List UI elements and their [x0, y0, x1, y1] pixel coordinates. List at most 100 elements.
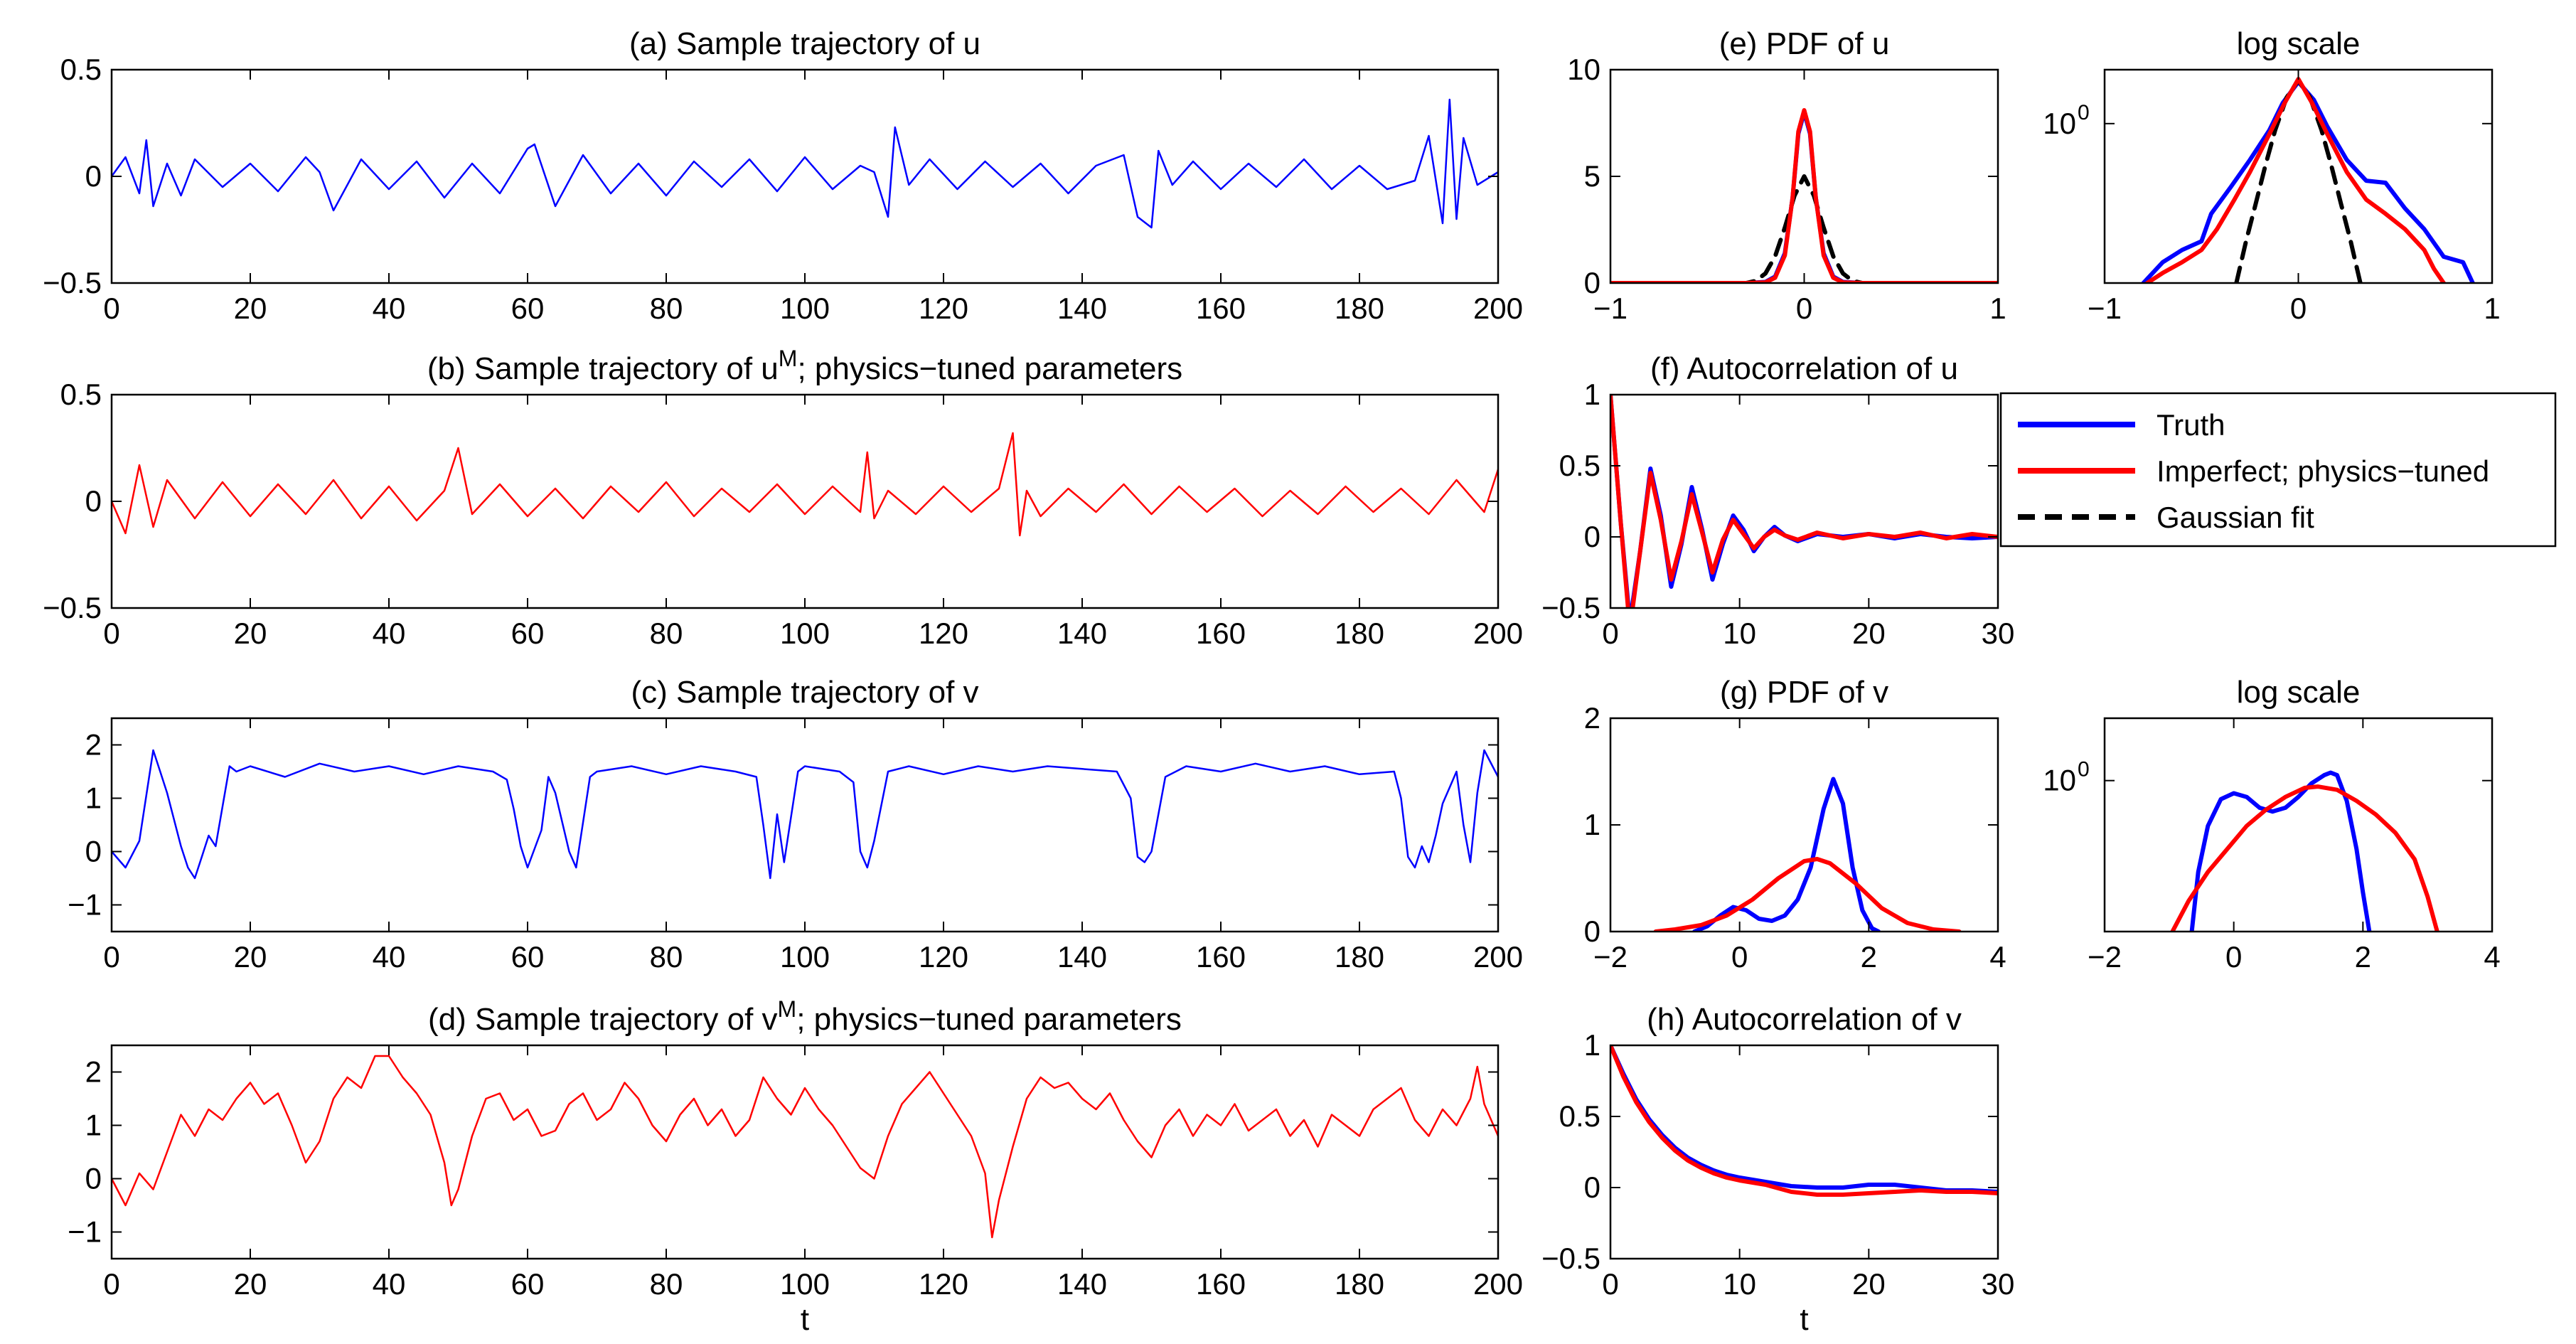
ytick-label: 0 — [85, 484, 102, 518]
xtick-label: 60 — [511, 1267, 545, 1301]
panel-title-d: (d) Sample trajectory of vM; physics−tun… — [428, 996, 1182, 1037]
xtick-label: 10 — [1723, 1267, 1756, 1301]
ytick-label: −0.5 — [1541, 1242, 1600, 1275]
series-d-v-m — [112, 1055, 1498, 1239]
xtick-label: 30 — [1982, 617, 2015, 650]
xtick-label: 20 — [1852, 617, 1886, 650]
ytick-label: 1 — [1584, 808, 1600, 841]
ytick-label: 0 — [85, 1162, 102, 1195]
ytick-label: 1 — [85, 782, 102, 815]
series-e-imperfect-physics-tuned — [1610, 108, 1998, 283]
xtick-label: 30 — [1982, 1267, 2015, 1301]
series-g_log-truth — [2189, 770, 2372, 932]
xtick-label: 140 — [1057, 1267, 1107, 1301]
ytick-label: 2 — [85, 1055, 102, 1089]
series-a-u — [112, 98, 1498, 229]
xtick-label: 140 — [1057, 292, 1107, 325]
xtick-label: 0 — [103, 1267, 119, 1301]
series-b-u-m — [112, 432, 1498, 537]
series-e-gaussian-fit — [1610, 174, 1998, 283]
series-e_log-truth — [2141, 80, 2475, 283]
ytick-label: 0.5 — [60, 53, 102, 86]
xtick-label: 140 — [1057, 940, 1107, 974]
ytick-label: 2 — [1584, 701, 1600, 735]
xtick-label: 4 — [1989, 940, 2006, 974]
series-g-truth — [1692, 777, 1881, 932]
xtick-label: 80 — [650, 1267, 683, 1301]
panel-title-a: (a) Sample trajectory of u — [629, 26, 980, 61]
xtick-label: 180 — [1335, 292, 1384, 325]
ytick-label: 0.5 — [60, 378, 102, 411]
series-g_log-imperfect-physics-tuned — [2170, 784, 2439, 932]
panel-title-text: (c) Sample trajectory of v — [631, 675, 978, 710]
xtick-label: 20 — [234, 617, 267, 650]
panel-title-f: (f) Autocorrelation of u — [1650, 351, 1958, 386]
ytick-label-exponent: 0 — [2078, 101, 2090, 124]
ytick-label-exponent: 0 — [2078, 758, 2090, 782]
panel-title-b: (b) Sample trajectory of uM; physics−tun… — [427, 346, 1182, 386]
legend-label-gaussian: Gaussian fit — [2157, 501, 2314, 534]
panel-title-text: log scale — [2237, 675, 2361, 710]
panel-title-suffix: ; physics−tuned parameters — [796, 1002, 1182, 1037]
ytick-label: −0.5 — [1541, 591, 1600, 624]
ytick-label: −0.5 — [43, 266, 102, 299]
ytick-label: 0 — [1584, 1170, 1600, 1204]
ytick-label: 1 — [85, 1109, 102, 1142]
xtick-label: 10 — [1723, 617, 1756, 650]
ytick-label: 10 — [2043, 107, 2076, 140]
panel-title-text: (a) Sample trajectory of u — [629, 26, 980, 61]
xtick-label: 0 — [1602, 617, 1618, 650]
panel-title-e_log: log scale — [2237, 26, 2361, 61]
xtick-label: 1 — [2484, 292, 2500, 325]
xtick-label: 120 — [919, 1267, 968, 1301]
panel-title-superscript: M — [778, 996, 797, 1022]
axes-box-f — [1609, 393, 1999, 609]
panel-title-text: (h) Autocorrelation of v — [1647, 1002, 1962, 1037]
series-e_log-imperfect-physics-tuned — [2144, 77, 2446, 283]
xtick-label: 2 — [1861, 940, 1877, 974]
ytick-label: 0.5 — [1559, 1099, 1600, 1133]
ytick-label: 0 — [1584, 266, 1600, 299]
panel-title-h: (h) Autocorrelation of v — [1647, 1002, 1962, 1037]
axes-box-c — [110, 717, 1500, 933]
axes-box-e_log — [2103, 68, 2494, 284]
panel-title-c: (c) Sample trajectory of v — [631, 675, 978, 710]
ytick-label: 0 — [85, 159, 102, 193]
xtick-label: 60 — [511, 617, 545, 650]
series-c-v — [112, 749, 1498, 880]
xtick-label: 100 — [780, 940, 830, 974]
series-e-truth — [1610, 110, 1998, 283]
ytick-label: 0 — [1584, 520, 1600, 553]
xtick-label: 200 — [1473, 617, 1523, 650]
xtick-label: 120 — [919, 940, 968, 974]
xtick-label: 2 — [2355, 940, 2371, 974]
xtick-label: 180 — [1335, 1267, 1384, 1301]
xlabel-h: t — [1800, 1302, 1808, 1337]
xtick-label: 180 — [1335, 940, 1384, 974]
xtick-label: −2 — [2088, 940, 2122, 974]
xtick-label: 120 — [919, 617, 968, 650]
ytick-label: −1 — [68, 1215, 102, 1249]
ytick-label: 0 — [85, 835, 102, 868]
ytick-label: 10 — [2043, 764, 2076, 797]
ytick-label: −0.5 — [43, 591, 102, 624]
panel-title-text: (d) Sample trajectory of v — [428, 1002, 778, 1037]
xtick-label: 0 — [1602, 1267, 1618, 1301]
xtick-label: 0 — [2290, 292, 2307, 325]
panel-title-g: (g) PDF of v — [1720, 675, 1888, 710]
legend-label-truth: Truth — [2157, 408, 2225, 442]
xtick-label: 160 — [1196, 292, 1246, 325]
xtick-label: 80 — [650, 940, 683, 974]
axes-box-d — [110, 1044, 1500, 1260]
xtick-label: 0 — [103, 940, 119, 974]
series-g-imperfect-physics-tuned — [1653, 857, 1962, 932]
panel-title-g_log: log scale — [2237, 675, 2361, 710]
panel-title-text: (g) PDF of v — [1720, 675, 1888, 710]
xlabel-d: t — [801, 1302, 809, 1337]
xtick-label: 100 — [780, 292, 830, 325]
xtick-label: 80 — [650, 617, 683, 650]
